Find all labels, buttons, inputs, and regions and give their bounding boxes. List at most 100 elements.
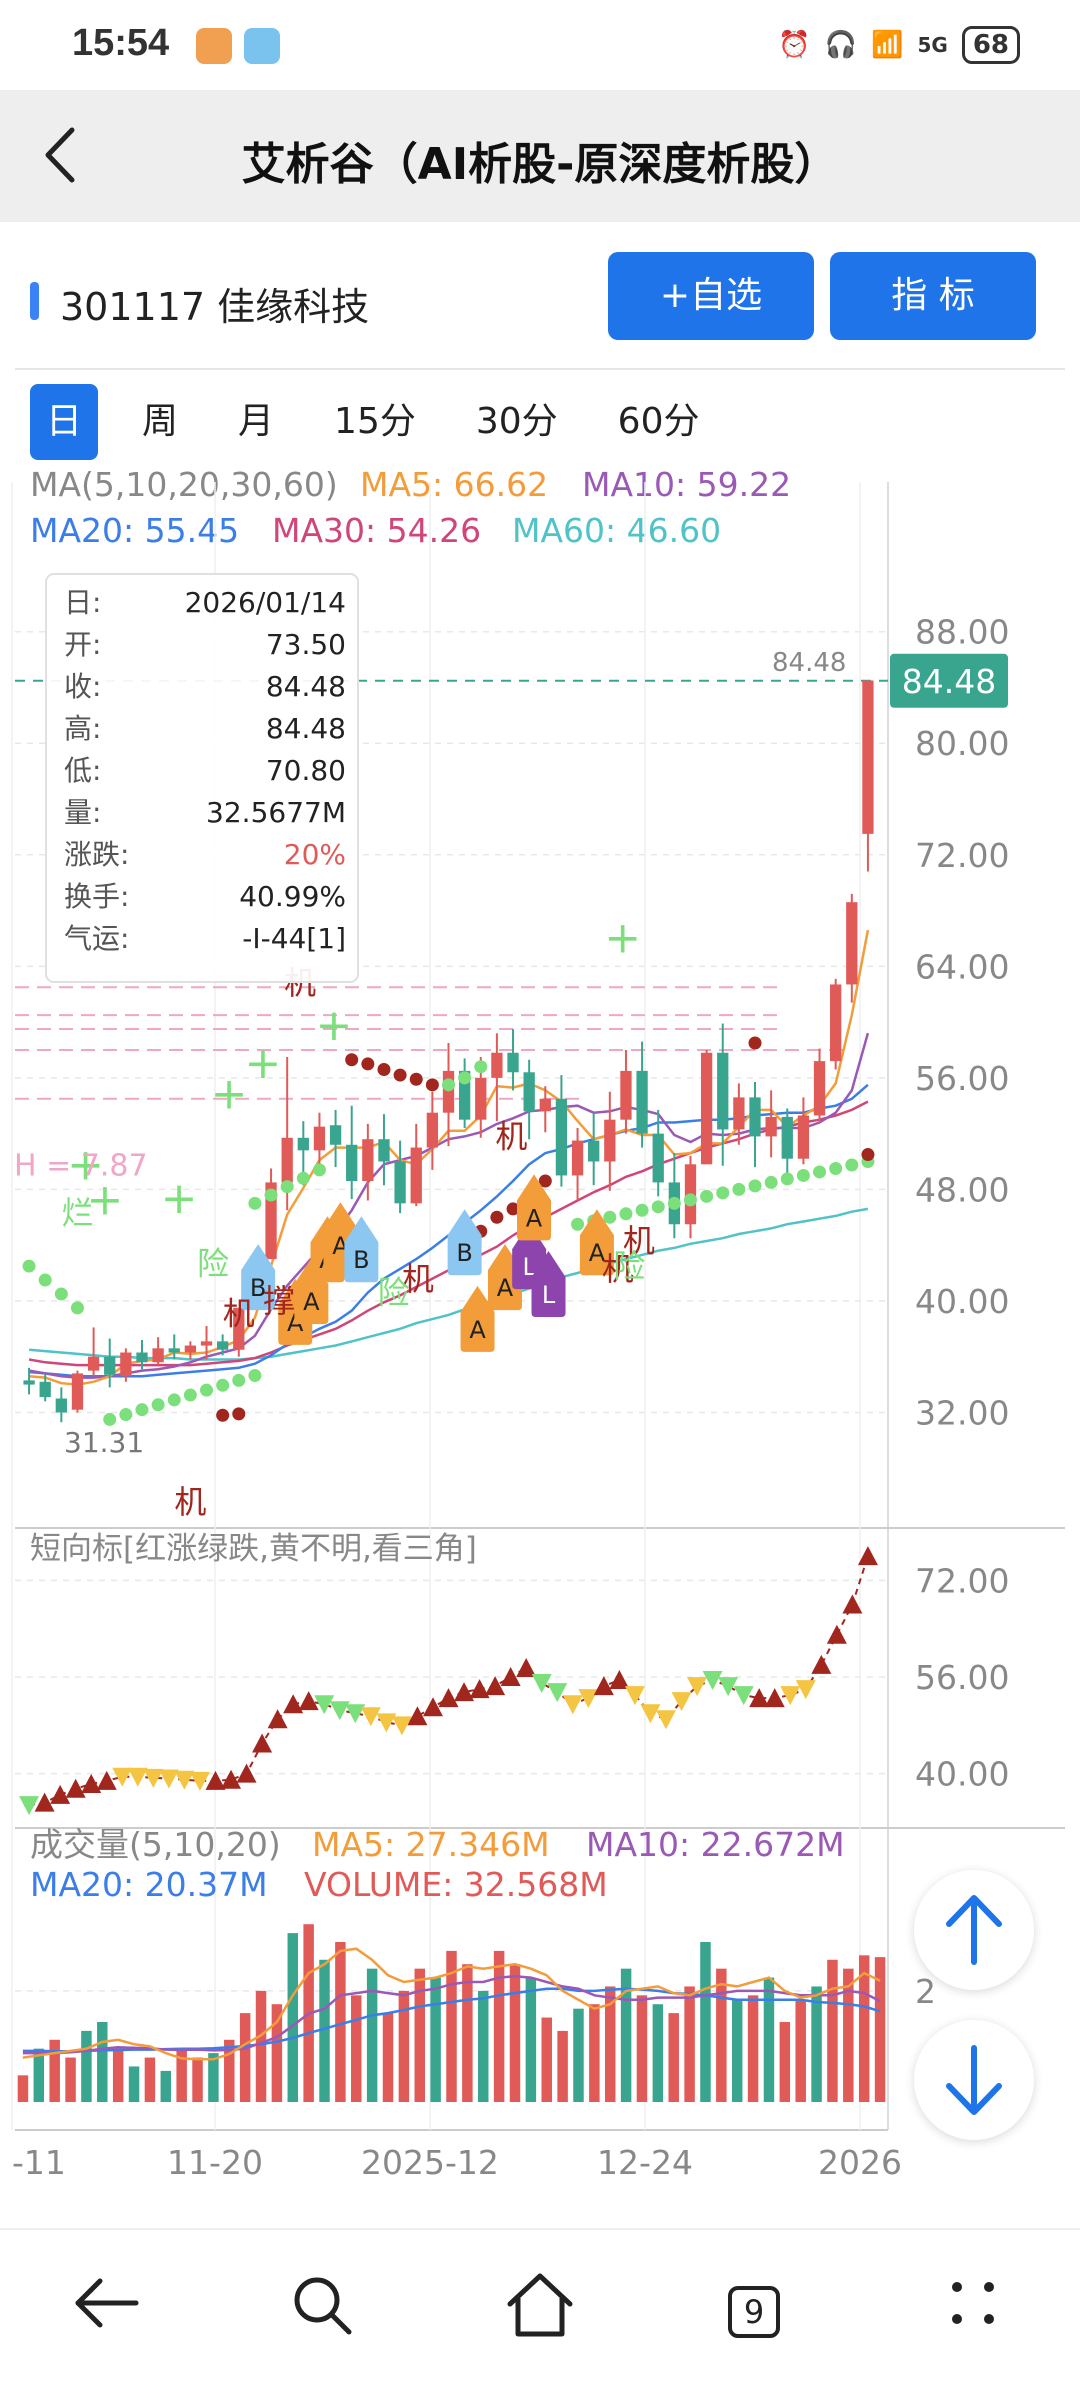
info-label: 低: [64, 754, 101, 787]
volume-bar [33, 2048, 45, 2102]
volume-bar [255, 1990, 267, 2102]
cross-marker: + [211, 1069, 248, 1120]
signal-triangle [780, 1686, 801, 1706]
signal-badge-b: B [344, 1216, 379, 1283]
volume-bar [811, 1986, 822, 2102]
trailing-stop-dot [651, 1200, 665, 1214]
candle [862, 680, 874, 834]
arrow-down-icon [946, 2045, 1002, 2115]
info-value: 20% [284, 838, 346, 871]
signal-triangle [531, 1674, 552, 1694]
signal-triangle [609, 1670, 630, 1690]
volume-bar [858, 1955, 870, 2102]
info-value: 73.50 [266, 628, 346, 661]
candle [813, 1061, 826, 1116]
h-label: H = 7.87 [14, 1148, 148, 1183]
volume-bar [287, 1933, 299, 2102]
back-button[interactable] [36, 120, 86, 201]
tab-60min[interactable]: 60分 [617, 401, 700, 442]
ji-label: 机 [495, 1118, 527, 1156]
volume-ma5-line [22, 1947, 881, 2061]
volume-bar [128, 2066, 140, 2102]
candle [539, 1098, 551, 1112]
candle [523, 1072, 535, 1112]
volume-bar [160, 2070, 172, 2102]
signal-triangle [578, 1689, 599, 1709]
ji-label: 机 [223, 1295, 255, 1333]
stock-chart[interactable]: MA(5,10,20,30,60) MA5: 66.62 MA10: 59.22… [0, 462, 1080, 2212]
signal-triangle [562, 1695, 583, 1715]
signal-dot [506, 1202, 520, 1216]
signal-triangle [454, 1682, 475, 1702]
candle [765, 1116, 777, 1137]
nav-home-button[interactable] [495, 2270, 585, 2360]
signal-triangle [764, 1688, 785, 1708]
candle [588, 1140, 600, 1162]
tab-30min[interactable]: 30分 [475, 401, 558, 442]
divider [15, 368, 1065, 370]
y-tick-label: 40.00 [915, 1755, 1009, 1794]
volume-bar [208, 2053, 219, 2102]
signal-triangle [749, 1688, 770, 1708]
candle [104, 1356, 116, 1375]
tab-15min[interactable]: 15分 [334, 401, 416, 442]
svg-text:B: B [353, 1246, 369, 1274]
svg-text:A: A [589, 1239, 606, 1267]
candle [265, 1182, 277, 1260]
battery-icon: 68 [961, 26, 1020, 64]
candle [555, 1098, 568, 1176]
volume-ma10-line [22, 1974, 881, 2055]
info-value: 2026/01/14 [185, 586, 346, 619]
add-watchlist-button[interactable]: +自选 [608, 252, 814, 340]
signal-triangle [81, 1773, 102, 1793]
nav-back-button[interactable] [62, 2270, 152, 2360]
trailing-stop-dot [458, 1071, 472, 1085]
low-price-label: 31.31 [64, 1426, 144, 1459]
volume-bar [779, 2022, 791, 2102]
candle [184, 1345, 197, 1353]
volume-bar [446, 1950, 457, 2102]
trailing-stop-dot [442, 1078, 455, 1092]
trailing-stop-dot [248, 1369, 262, 1383]
trailing-stop-dot [135, 1403, 149, 1417]
trailing-stop-dot [216, 1378, 230, 1392]
trailing-stop-dot [38, 1273, 52, 1287]
volume-bar [747, 1995, 759, 2102]
y-tick-label: 56.00 [915, 1658, 1009, 1697]
info-label: 量: [64, 796, 101, 829]
volume-bar [414, 1968, 425, 2102]
scroll-up-button[interactable] [914, 1870, 1034, 1990]
signal-triangle [593, 1676, 614, 1696]
trailing-stop-dot [296, 1171, 310, 1185]
signal-triangle [236, 1763, 257, 1783]
ma60-label: MA60: 46.60 [512, 511, 721, 550]
candle [136, 1352, 148, 1363]
ma10-label: MA10: 59.22 [582, 465, 791, 504]
candle [491, 1052, 503, 1078]
last-price-marker: 84.48 [772, 648, 846, 678]
signal-triangle [640, 1704, 661, 1724]
nav-menu-button[interactable] [928, 2270, 1018, 2360]
nav-search-button[interactable] [277, 2270, 367, 2360]
nav-tabs-button[interactable]: 9 [712, 2270, 802, 2360]
volume-bar [636, 1995, 648, 2102]
trailing-stop-dot [183, 1388, 197, 1402]
signal-triangle [857, 1546, 878, 1566]
signal-triangle [158, 1769, 179, 1789]
xian-label: 险 [197, 1244, 229, 1282]
volume-bar [192, 2057, 203, 2102]
ma20-label: MA20: 55.45 [30, 511, 239, 550]
tab-week[interactable]: 周 [142, 401, 179, 442]
tab-month[interactable]: 月 [238, 401, 275, 442]
trailing-stop-dot [280, 1180, 294, 1194]
scroll-down-button[interactable] [914, 2020, 1034, 2140]
info-label: 高: [64, 712, 101, 745]
y-tick-label: 72.00 [915, 836, 1009, 875]
volume-bar [795, 1999, 806, 2102]
signal-triangle [407, 1706, 428, 1726]
x-tick-label: 11-20 [167, 2143, 263, 2182]
tab-day[interactable]: 日 [30, 384, 99, 460]
indicator-button[interactable]: 指 标 [830, 252, 1036, 340]
info-value: 40.99% [239, 880, 346, 913]
svg-text:A: A [526, 1204, 543, 1232]
